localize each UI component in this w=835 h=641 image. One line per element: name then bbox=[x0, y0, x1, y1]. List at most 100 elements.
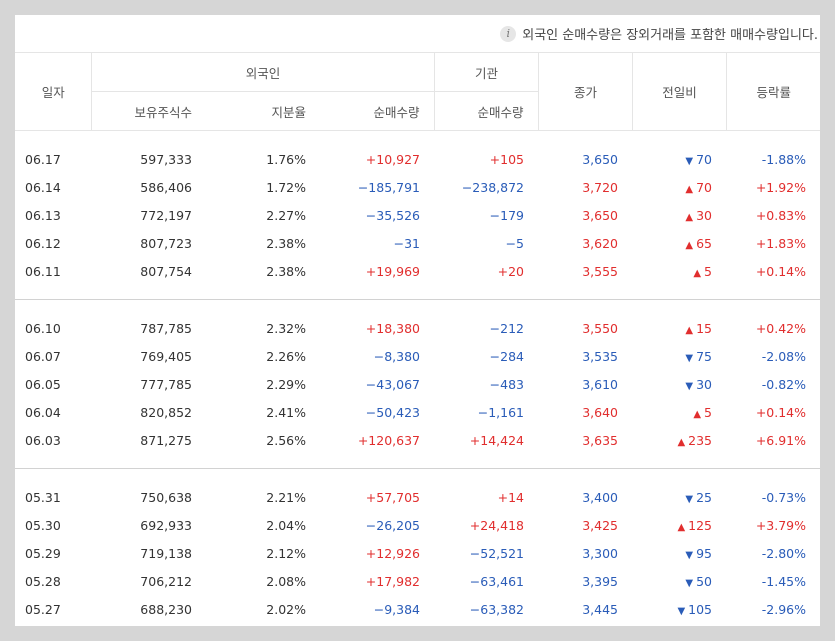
triangle-down-icon: ▼ bbox=[685, 493, 694, 505]
cell-foreign-net: +120,637 bbox=[357, 432, 420, 448]
header-foreign-net: 순매수량 bbox=[320, 91, 434, 131]
cell-close: 3,650 bbox=[582, 151, 618, 167]
change-value: 235 bbox=[688, 432, 712, 448]
table-row: 06.07 769,405 2.26% −8,380 −284 3,535 ▼ 75 -2.08… bbox=[15, 342, 820, 370]
cell-date: 06.03 bbox=[25, 432, 61, 448]
table-row: 05.31 750,638 2.21% +57,705 +14 3,400 ▼ 25 -0.73… bbox=[15, 483, 820, 511]
cell-close: 3,635 bbox=[582, 432, 618, 448]
cell-close: 3,535 bbox=[582, 348, 618, 364]
cell-ratio: 2.29% bbox=[266, 376, 306, 392]
cell-close: 3,550 bbox=[582, 320, 618, 336]
header-ratio: 지분율 bbox=[206, 91, 320, 131]
cell-rate: -1.45% bbox=[761, 573, 806, 589]
cell-rate: +6.91% bbox=[755, 432, 806, 448]
cell-ratio: 2.32% bbox=[266, 320, 306, 336]
cell-foreign-net: −8,380 bbox=[373, 348, 420, 364]
change-value: 70 bbox=[696, 179, 712, 195]
cell-close: 3,620 bbox=[582, 235, 618, 251]
change-value: 30 bbox=[696, 207, 712, 223]
cell-inst-net: +20 bbox=[497, 263, 524, 279]
cell-foreign-net: +19,969 bbox=[365, 263, 420, 279]
triangle-up-icon: ▲ bbox=[693, 267, 702, 279]
cell-date: 06.13 bbox=[25, 207, 61, 223]
table-row: 06.11 807,754 2.38% +19,969 +20 3,555 ▲ 5 +0.14% bbox=[15, 257, 820, 285]
cell-change: ▼ 30 bbox=[632, 370, 726, 398]
cell-rate: +1.83% bbox=[755, 235, 806, 251]
cell-foreign-net: +12,926 bbox=[365, 545, 420, 561]
notice-text: 외국인 순매수량은 장외거래를 포함한 매매수량입니다. bbox=[522, 28, 818, 43]
cell-change: ▼ 95 bbox=[632, 539, 726, 567]
group-spacer bbox=[15, 131, 820, 146]
cell-inst-net: +14,424 bbox=[469, 432, 524, 448]
cell-rate: +0.42% bbox=[755, 320, 806, 336]
table-row: 06.13 772,197 2.27% −35,526 −179 3,650 ▲ 30 +0.8… bbox=[15, 201, 820, 229]
cell-foreign-net: +57,705 bbox=[365, 489, 420, 505]
cell-ratio: 1.72% bbox=[266, 179, 306, 195]
cell-holdings: 820,852 bbox=[140, 404, 192, 420]
cell-close: 3,650 bbox=[582, 207, 618, 223]
cell-holdings: 688,230 bbox=[140, 601, 192, 617]
change-value: 25 bbox=[696, 489, 712, 505]
cell-rate: +1.92% bbox=[755, 179, 806, 195]
cell-rate: -2.80% bbox=[761, 545, 806, 561]
cell-date: 06.10 bbox=[25, 320, 61, 336]
group-spacer bbox=[15, 469, 820, 483]
cell-foreign-net: −185,791 bbox=[357, 179, 420, 195]
change-value: 50 bbox=[696, 573, 712, 589]
cell-holdings: 787,785 bbox=[140, 320, 192, 336]
cell-inst-net: −483 bbox=[489, 376, 524, 392]
cell-foreign-net: −31 bbox=[393, 235, 420, 251]
cell-inst-net: −63,461 bbox=[469, 573, 524, 589]
cell-change: ▲ 30 bbox=[632, 201, 726, 229]
triangle-down-icon: ▼ bbox=[685, 577, 694, 589]
cell-ratio: 2.27% bbox=[266, 207, 306, 223]
cell-date: 05.28 bbox=[25, 573, 61, 589]
cell-inst-net: −52,521 bbox=[469, 545, 524, 561]
cell-ratio: 2.38% bbox=[266, 235, 306, 251]
triangle-down-icon: ▼ bbox=[685, 352, 694, 364]
cell-change: ▼ 70 bbox=[632, 145, 726, 173]
table-row: 06.05 777,785 2.29% −43,067 −483 3,610 ▼ 30 -0.8… bbox=[15, 370, 820, 398]
cell-date: 06.11 bbox=[25, 263, 61, 279]
header-date: 일자 bbox=[15, 52, 91, 131]
triangle-down-icon: ▼ bbox=[685, 155, 694, 167]
cell-inst-net: −63,382 bbox=[469, 601, 524, 617]
cell-ratio: 2.21% bbox=[266, 489, 306, 505]
cell-inst-net: +105 bbox=[489, 151, 524, 167]
cell-date: 06.07 bbox=[25, 348, 61, 364]
cell-holdings: 777,785 bbox=[140, 376, 192, 392]
cell-close: 3,400 bbox=[582, 489, 618, 505]
cell-date: 06.17 bbox=[25, 151, 61, 167]
cell-rate: +0.83% bbox=[755, 207, 806, 223]
header-inst-net: 순매수량 bbox=[433, 91, 538, 131]
triangle-down-icon: ▼ bbox=[685, 549, 694, 561]
cell-date: 06.04 bbox=[25, 404, 61, 420]
cell-date: 06.12 bbox=[25, 235, 61, 251]
cell-inst-net: −5 bbox=[505, 235, 524, 251]
group-spacer bbox=[15, 300, 820, 314]
cell-foreign-net: −50,423 bbox=[365, 404, 420, 420]
change-value: 5 bbox=[704, 404, 712, 420]
cell-date: 05.31 bbox=[25, 489, 61, 505]
cell-change: ▲ 235 bbox=[632, 426, 726, 454]
table-body: 06.17 597,333 1.76% +10,927 +105 3,650 ▼ 70 -1.8… bbox=[15, 131, 820, 627]
group-spacer bbox=[15, 623, 820, 626]
cell-inst-net: −284 bbox=[489, 348, 524, 364]
cell-holdings: 597,333 bbox=[140, 151, 192, 167]
triangle-up-icon: ▲ bbox=[685, 239, 694, 251]
triangle-up-icon: ▲ bbox=[677, 521, 686, 533]
group-spacer bbox=[15, 285, 820, 300]
cell-ratio: 2.26% bbox=[266, 348, 306, 364]
cell-close: 3,640 bbox=[582, 404, 618, 420]
info-icon[interactable]: i bbox=[500, 25, 517, 42]
triangle-up-icon: ▲ bbox=[677, 436, 686, 448]
cell-foreign-net: +17,982 bbox=[365, 573, 420, 589]
table-row: 05.27 688,230 2.02% −9,384 −63,382 3,445 ▼ 105 -… bbox=[15, 595, 820, 623]
table-row: 05.30 692,933 2.04% −26,205 +24,418 3,425 ▲ 125… bbox=[15, 511, 820, 539]
table-row: 05.28 706,212 2.08% +17,982 −63,461 3,395 ▼ 50 -… bbox=[15, 567, 820, 595]
change-value: 15 bbox=[696, 320, 712, 336]
cell-foreign-net: +10,927 bbox=[365, 151, 420, 167]
cell-holdings: 769,405 bbox=[140, 348, 192, 364]
cell-rate: -0.82% bbox=[761, 376, 806, 392]
cell-holdings: 719,138 bbox=[140, 545, 192, 561]
